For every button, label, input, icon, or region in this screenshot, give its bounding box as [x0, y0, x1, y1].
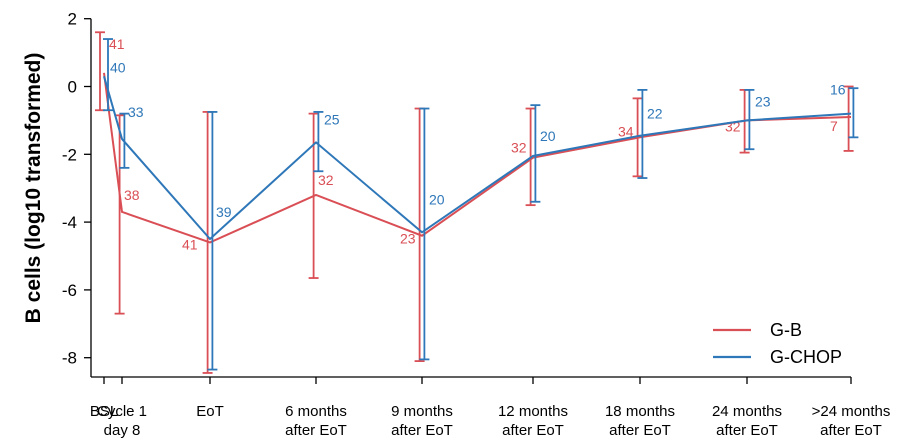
n-label: 20: [540, 128, 556, 144]
y-tick-label: -2: [62, 145, 77, 164]
y-tick-label: 0: [68, 78, 77, 97]
n-label: 7: [830, 118, 838, 134]
x-tick-label: BSL: [90, 403, 118, 420]
y-tick-label: -4: [62, 213, 77, 232]
x-tick-label: 6 months after EoT: [285, 403, 347, 439]
y-tick-label: -6: [62, 281, 77, 300]
x-tick-label: EoT: [196, 403, 224, 420]
n-label: 32: [318, 172, 334, 188]
y-tick-label: 2: [68, 10, 77, 29]
legend-label: G-CHOP: [770, 347, 842, 367]
legend: G-B G-CHOP: [713, 320, 842, 367]
x-tick-label: Cycle 1 day 8: [97, 403, 147, 439]
n-label: 20: [429, 191, 445, 207]
series-g-chop: 40 33 39 25 20 20 22 23 16: [103, 38, 859, 371]
n-label: 23: [400, 231, 416, 247]
n-label: 16: [830, 82, 846, 98]
n-label: 38: [124, 187, 140, 203]
legend-label: G-B: [770, 320, 802, 340]
x-tick-label: 18 months after EoT: [605, 403, 675, 439]
n-label: 34: [618, 123, 634, 139]
n-label: 40: [110, 59, 126, 75]
x-tick-label: 9 months after EoT: [391, 403, 453, 439]
n-label: 33: [128, 104, 144, 120]
n-label: 25: [324, 111, 340, 127]
n-label: 32: [511, 140, 527, 156]
n-label: 23: [755, 93, 771, 109]
y-tick-label: -8: [62, 349, 77, 368]
n-label: 41: [182, 236, 198, 252]
x-tick-label: 24 months after EoT: [712, 403, 782, 439]
n-label: 22: [647, 106, 663, 122]
x-tick-label: >24 months after EoT: [812, 403, 891, 439]
n-label: 39: [216, 204, 232, 220]
y-axis-label: B cells (log10 transformed): [22, 53, 45, 324]
series-line: [103, 76, 852, 241]
x-tick-label: 12 months after EoT: [498, 403, 568, 439]
